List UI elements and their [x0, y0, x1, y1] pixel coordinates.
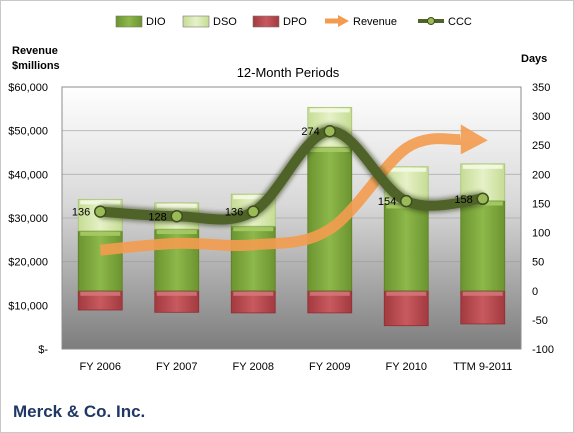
legend-label: CCC — [448, 16, 472, 28]
bar-dio-top — [233, 227, 274, 232]
legend-label: DPO — [283, 16, 307, 28]
bar-dio-top — [156, 230, 197, 235]
revenue-line — [99, 133, 462, 256]
bar-dso-top — [233, 195, 274, 200]
category-label: FY 2010 — [386, 361, 427, 373]
right-tick-label: 100 — [532, 228, 550, 240]
ccc-point — [323, 124, 336, 138]
legend-label: DIO — [146, 16, 166, 28]
left-tick-label: $40,000 — [8, 169, 48, 181]
right-tick-label: 0 — [532, 286, 538, 298]
right-tick-label: 350 — [532, 82, 550, 94]
bar-dio — [383, 203, 429, 292]
bar-dso-top — [386, 167, 427, 172]
right-tick-label: 300 — [532, 111, 550, 123]
left-axis-label: $millions — [12, 60, 60, 72]
bar-dpo-top — [80, 291, 121, 296]
bar-dio — [230, 225, 276, 292]
ccc-data-label: 158 — [454, 194, 472, 206]
revenue-arrowhead — [460, 124, 488, 155]
ccc-point — [247, 205, 260, 218]
ccc-point — [476, 192, 489, 206]
ccc-data-label: 136 — [225, 207, 243, 219]
category-label: FY 2008 — [233, 361, 274, 373]
bar-dio — [460, 200, 506, 292]
bar-dio-top — [80, 231, 121, 236]
chart-title: 12-Month Periods — [237, 65, 340, 80]
bar-dso-top — [309, 108, 350, 113]
right-tick-label: 250 — [532, 140, 550, 152]
bar-dpo-top — [233, 291, 274, 296]
ccc-data-label: 274 — [301, 126, 319, 138]
bar-dpo-top — [462, 291, 503, 296]
right-tick-label: 50 — [532, 257, 544, 269]
legend-swatch-ccc-point — [427, 17, 435, 25]
legend-label: Revenue — [353, 16, 397, 28]
right-tick-label: -100 — [532, 344, 554, 356]
company-name: Merck & Co. Inc. — [13, 402, 146, 421]
left-tick-label: $20,000 — [8, 257, 48, 269]
bar-dpo — [460, 290, 506, 325]
bar-dpo — [383, 290, 429, 327]
bar-dio-top — [309, 147, 350, 152]
left-axis-label: Revenue — [12, 45, 58, 57]
legend-swatch-dio — [115, 15, 143, 28]
bar-dpo-top — [386, 291, 427, 296]
right-tick-label: 150 — [532, 198, 550, 210]
ccc-point — [170, 210, 183, 223]
bar-dpo-top — [156, 291, 197, 296]
left-tick-label: $30,000 — [8, 213, 48, 225]
right-tick-label: 200 — [532, 169, 550, 181]
left-tick-label: $10,000 — [8, 300, 48, 312]
bar-dso-top — [156, 203, 197, 208]
ccc-point — [94, 205, 107, 218]
category-label: FY 2006 — [80, 361, 121, 373]
legend-label: DSO — [213, 16, 237, 28]
legend-swatch-revenue-head — [338, 15, 349, 27]
left-tick-label: $50,000 — [8, 126, 48, 138]
bar-dso-top — [462, 164, 503, 169]
left-tick-label: $- — [38, 344, 48, 356]
ccc-data-label: 154 — [378, 196, 396, 208]
ccc-point — [400, 194, 413, 208]
category-label: FY 2007 — [156, 361, 197, 373]
bar-dpo-top — [309, 291, 350, 296]
plot-border — [61, 86, 522, 350]
bar-dio — [77, 230, 123, 292]
ccc-data-label: 136 — [72, 207, 90, 219]
category-label: FY 2009 — [309, 361, 350, 373]
legend-swatch-dso — [182, 15, 210, 28]
bar-dso-top — [80, 200, 121, 205]
right-axis-label: Days — [521, 53, 547, 65]
right-tick-label: -50 — [532, 315, 548, 327]
category-label: TTM 9-2011 — [453, 361, 512, 373]
ccc-data-label: 128 — [148, 211, 166, 223]
left-tick-label: $60,000 — [8, 82, 48, 94]
legend-swatch-dpo — [252, 15, 280, 28]
